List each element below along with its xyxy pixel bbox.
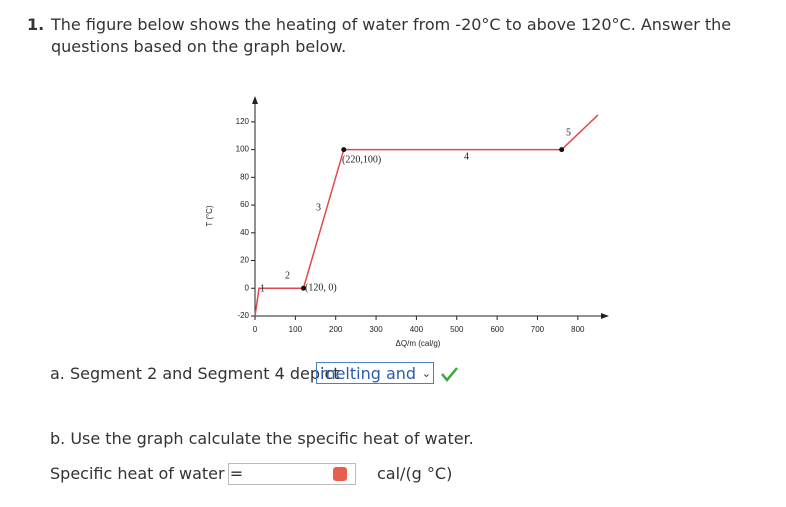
- dropdown-chevron: ⌄: [419, 363, 431, 383]
- y-axis-label: T (°C): [205, 205, 214, 227]
- point-marker: [300, 285, 306, 291]
- question-number: 1.: [27, 15, 45, 34]
- x-tick-label: 600: [490, 325, 504, 334]
- selected-option: melting and: [320, 364, 417, 383]
- annotation: (220,100): [342, 154, 381, 165]
- incorrect-icon: [333, 467, 347, 481]
- x-tick-label: 300: [369, 325, 383, 334]
- question: 1. The figure below shows the heating of …: [27, 14, 767, 58]
- answer-select[interactable]: melting and ⌄: [316, 362, 434, 384]
- x-tick-label: 500: [450, 325, 464, 334]
- x-tick-label: 800: [571, 325, 585, 334]
- y-tick-label: 60: [240, 200, 249, 209]
- question-text: The figure below shows the heating of wa…: [51, 15, 732, 56]
- y-tick-label: 80: [240, 172, 249, 181]
- y-arrow: [252, 96, 258, 104]
- point-marker: [341, 147, 347, 153]
- annotation: 1: [260, 283, 265, 294]
- y-tick-label: 0: [245, 283, 250, 292]
- point-marker: [559, 147, 565, 153]
- annotation: (120, 0): [305, 282, 337, 293]
- part-a-text: a. Segment 2 and Segment 4 depict: [50, 364, 340, 383]
- x-tick-label: 200: [329, 325, 343, 334]
- annotation: 2: [285, 270, 290, 281]
- y-tick-label: 40: [240, 228, 249, 237]
- part-b-text: b. Use the graph calculate the specific …: [50, 429, 474, 448]
- y-tick-label: 20: [240, 256, 249, 265]
- y-tick-label: 100: [236, 145, 250, 154]
- x-arrow: [601, 313, 609, 319]
- answer-label: Specific heat of water =: [50, 464, 244, 483]
- y-tick-label: -20: [237, 311, 249, 320]
- annotation: 3: [316, 202, 321, 213]
- x-tick-label: 100: [289, 325, 303, 334]
- temperature-line: [254, 114, 599, 317]
- unit-label: cal/(g °C): [377, 464, 453, 483]
- x-tick-label: 700: [531, 325, 545, 334]
- x-axis-label: ΔQ/m (cal/g): [396, 339, 441, 348]
- annotation: 5: [566, 127, 571, 138]
- annotation: 4: [464, 151, 469, 162]
- answer-input[interactable]: [228, 463, 356, 485]
- y-tick-label: 120: [236, 117, 250, 126]
- x-tick-label: 400: [410, 325, 424, 334]
- x-tick-label: 0: [253, 325, 258, 334]
